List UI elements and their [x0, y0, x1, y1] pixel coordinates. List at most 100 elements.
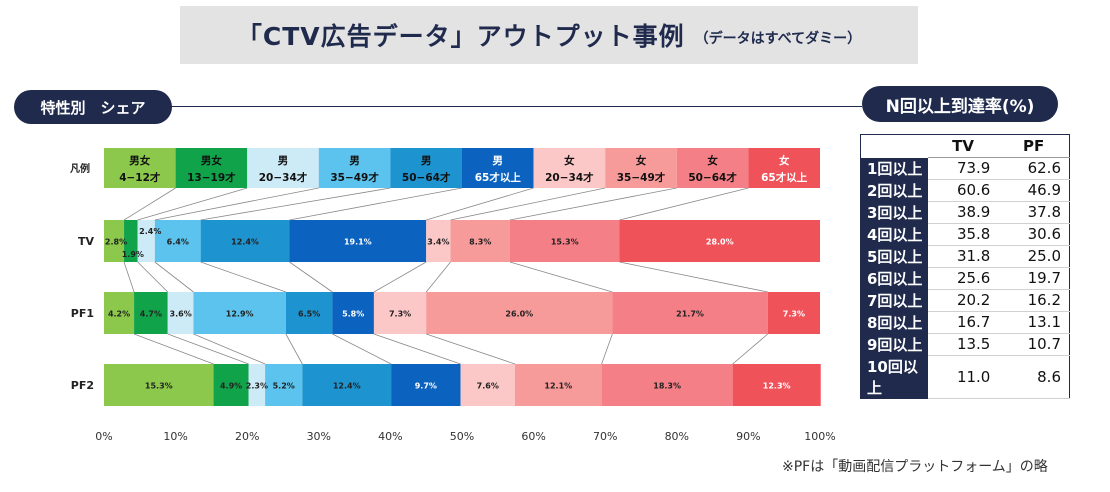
reach-value-tv: 31.8 — [927, 245, 999, 268]
data-label: 5.8% — [342, 310, 364, 319]
data-label: 2.8% — [105, 238, 127, 247]
legend-swatch — [175, 148, 248, 188]
legend-label-line1: 男 — [278, 155, 289, 167]
bar-segment — [154, 220, 201, 262]
legend-swatch — [462, 148, 534, 188]
reach-col-pf: PF — [998, 134, 1070, 158]
x-tick-label: 0% — [95, 430, 112, 443]
legend-label-line2: 50−64才 — [402, 171, 451, 184]
reach-row-label: 9回以上 — [860, 333, 928, 356]
data-label: 12.3% — [763, 382, 791, 391]
x-tick-label: 90% — [736, 430, 760, 443]
bar-segment — [124, 220, 138, 262]
bar-segment — [732, 364, 821, 406]
data-label: 1.9% — [122, 250, 144, 259]
legend-label-line1: 男女 — [201, 154, 222, 167]
connector-line — [509, 187, 677, 221]
bar-segment — [200, 220, 290, 262]
bar-segment — [104, 220, 125, 262]
footnote: ※PFは「動画配信プラットフォーム」の略 — [782, 459, 1048, 475]
data-label: 3.6% — [170, 310, 192, 319]
reach-row: 6回以上 25.6 19.7 — [860, 267, 1070, 290]
reach-row: 7回以上 20.2 16.2 — [860, 289, 1070, 312]
reach-row: 4回以上 35.8 30.6 — [860, 223, 1070, 246]
bar-segment — [193, 292, 286, 334]
connector-line — [426, 187, 534, 221]
data-label: 2.4% — [139, 227, 161, 236]
data-label: 3.4% — [427, 238, 449, 247]
reach-value-tv: 16.7 — [927, 311, 999, 334]
connector-line — [425, 261, 451, 293]
bar-segment — [509, 220, 620, 262]
reach-row-label: 6回以上 — [860, 267, 928, 290]
reach-value-tv: 35.8 — [927, 223, 999, 246]
category-label: PF1 — [71, 307, 94, 320]
bar-segment — [167, 292, 194, 334]
x-tick-label: 60% — [521, 430, 545, 443]
connector-line — [289, 261, 333, 293]
reach-row: 1回以上 73.9 62.6 — [860, 157, 1070, 180]
reach-row-label: 1回以上 — [860, 157, 928, 180]
section-label-reach: N回以上到達率(%) — [862, 86, 1058, 122]
data-label: 19.1% — [344, 238, 372, 247]
data-label: 28.0% — [706, 238, 734, 247]
connector-line — [373, 261, 427, 293]
data-label: 12.9% — [226, 310, 254, 319]
legend-swatch — [605, 148, 677, 188]
reach-table-header: TV PF — [861, 134, 1070, 158]
reach-row: 10回以上 11.0 8.6 — [860, 355, 1070, 399]
data-label: 21.7% — [676, 310, 704, 319]
legend-label-line2: 50−64才 — [688, 171, 737, 184]
legend-swatch — [390, 148, 462, 188]
bar-segment — [373, 292, 427, 334]
data-label: 15.3% — [551, 238, 579, 247]
connector-line — [601, 333, 613, 365]
reach-value-pf: 62.6 — [998, 157, 1070, 180]
reach-row: 8回以上 16.7 13.1 — [860, 311, 1070, 334]
x-tick-label: 10% — [163, 430, 187, 443]
data-label: 9.7% — [415, 382, 437, 391]
data-label: 7.3% — [389, 310, 411, 319]
reach-row-label: 3回以上 — [860, 201, 928, 224]
legend-label-line1: 男女 — [129, 154, 150, 167]
bar-segment — [104, 292, 135, 334]
reach-row-label: 4回以上 — [860, 223, 928, 246]
bar-segment — [426, 292, 613, 334]
bar-segment — [601, 364, 733, 406]
section-label-share: 特性別 シェア — [14, 90, 172, 124]
data-label: 5.2% — [273, 382, 295, 391]
legend-label-line2: 20−34才 — [259, 171, 308, 184]
page-title: 「CTV広告データ」アウトプット事例 — [236, 22, 685, 51]
legend-label-line1: 男 — [493, 155, 504, 167]
connector-line — [200, 187, 391, 221]
data-label: 4.2% — [108, 310, 130, 319]
bar-segment — [460, 364, 515, 406]
connector-line — [123, 261, 135, 293]
data-label: 6.4% — [167, 238, 189, 247]
reach-row-label: 5回以上 — [860, 245, 928, 268]
page-subtitle: （データはすべてダミー） — [694, 31, 862, 47]
data-label: 7.6% — [477, 382, 499, 391]
bar-segment — [265, 364, 303, 406]
reach-row-label: 10回以上 — [860, 355, 928, 399]
reach-row-label: 2回以上 — [860, 179, 928, 202]
reach-value-tv: 20.2 — [927, 289, 999, 312]
bar-segment — [302, 364, 392, 406]
connector-line — [426, 333, 516, 365]
legend-label-line1: 男 — [421, 155, 432, 167]
legend-swatch — [247, 148, 319, 188]
x-tick-label: 70% — [593, 430, 617, 443]
reach-value-tv: 25.6 — [927, 267, 999, 290]
bar-segment — [285, 292, 333, 334]
connector-line — [123, 187, 176, 221]
category-label: PF2 — [71, 379, 94, 392]
legend-label-line1: 女 — [636, 154, 647, 167]
reach-value-pf: 25.0 — [998, 245, 1070, 268]
connector-line — [200, 261, 286, 293]
legend-label-line2: 4−12才 — [119, 171, 161, 184]
bar-segment — [767, 292, 820, 334]
bar-segment — [619, 220, 820, 262]
connector-line — [373, 333, 461, 365]
legend-label-line2: 35−49才 — [617, 171, 666, 184]
data-label: 15.3% — [145, 382, 173, 391]
